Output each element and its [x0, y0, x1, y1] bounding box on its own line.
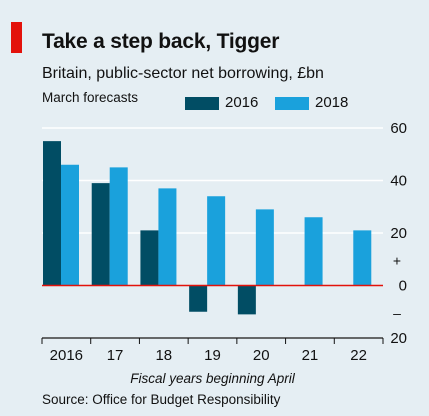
chart-note: March forecasts: [42, 90, 139, 105]
bar-2018-20: [255, 209, 274, 286]
y-sign-minus: –: [393, 305, 401, 321]
x-tick-label: 18: [155, 347, 172, 364]
bar-2016-20: [237, 285, 256, 315]
bar-2018-19: [207, 196, 226, 286]
x-tick-label: 2016: [50, 347, 83, 364]
legend-swatch-2016: [185, 97, 219, 110]
x-tick-label: 20: [253, 347, 270, 364]
x-tick-label: 17: [107, 347, 124, 364]
legend-label-2018: 2018: [315, 94, 349, 111]
chart-subtitle: Britain, public-sector net borrowing, £b…: [42, 65, 324, 82]
bar-2018-21: [304, 217, 323, 286]
y-tick-label: 0: [399, 278, 407, 295]
y-tick-label: 20: [390, 330, 407, 347]
y-tick-label: 40: [390, 173, 407, 190]
bar-2018-2016: [61, 164, 79, 286]
y-tick-label: 60: [390, 120, 407, 137]
bar-2016-18: [140, 230, 159, 286]
legend-label-2016: 2016: [225, 94, 259, 111]
bar-2018-22: [353, 230, 372, 286]
x-tick-label: 21: [302, 347, 319, 364]
bar-2016-17: [91, 183, 110, 286]
bar-2016-2016: [43, 141, 61, 286]
chart-title: Take a step back, Tigger: [42, 30, 280, 53]
x-tick-label: 22: [350, 347, 367, 364]
y-tick-label: 20: [390, 225, 407, 242]
bar-2016-19: [189, 285, 208, 312]
y-sign-plus: +: [393, 252, 401, 268]
legend-swatch-2018: [275, 97, 309, 110]
chart-source: Source: Office for Budget Responsibility: [42, 392, 281, 407]
red-tag-marker: [11, 22, 22, 53]
bar-2018-18: [158, 188, 177, 286]
bar-2018-17: [109, 167, 128, 286]
x-axis-title: Fiscal years beginning April: [130, 371, 296, 386]
x-tick-label: 19: [204, 347, 221, 364]
